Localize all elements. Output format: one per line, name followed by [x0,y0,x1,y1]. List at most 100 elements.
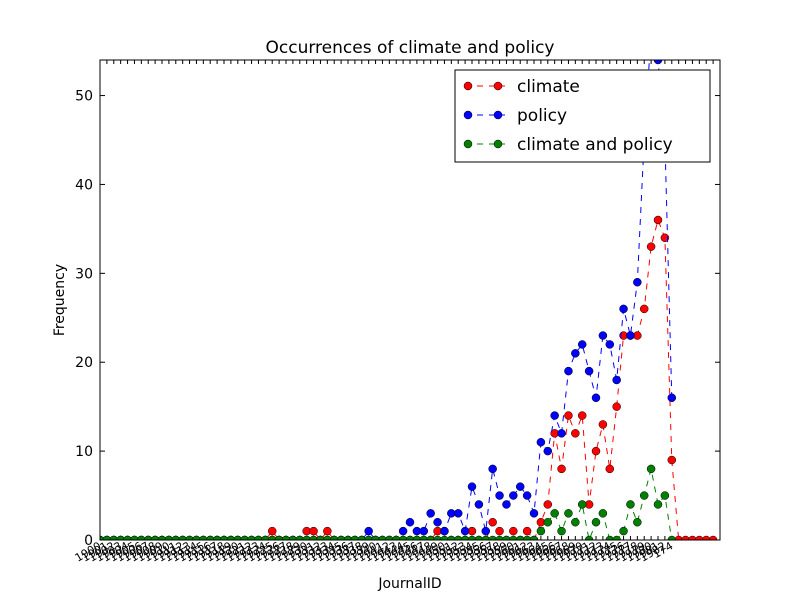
data-point [688,535,697,540]
data-point [219,535,229,540]
data-point [619,526,628,536]
data-point [371,535,380,540]
data-point [488,517,497,527]
data-point [660,233,670,243]
data-point [619,304,628,314]
data-point [171,535,181,540]
y-axis-label: Frequency [52,264,68,336]
data-point [261,535,270,540]
data-point [467,482,477,491]
data-point [474,535,484,540]
data-point [336,535,346,540]
data-point [309,526,318,536]
data-point [667,455,677,465]
data-point [309,535,318,540]
data-point [447,535,456,540]
y-tick-label: 40 [75,177,93,193]
data-point [350,535,360,540]
legend-marker [493,139,503,149]
data-point [660,491,670,500]
data-point [529,509,539,518]
data-point [633,277,642,287]
data-point [323,526,332,536]
data-point [557,526,566,536]
data-point [412,535,422,540]
data-point [626,500,635,509]
data-point [577,340,587,349]
data-point [522,535,532,540]
data-point [591,517,601,527]
data-point [267,535,277,540]
data-point [577,500,587,509]
data-point [433,535,442,540]
data-point [240,535,249,540]
data-point [646,242,656,251]
data-point [495,535,504,540]
data-point [378,535,387,540]
data-point [364,526,373,536]
data-point [192,535,201,540]
legend-marker [463,81,473,91]
data-point [612,535,621,540]
data-point [515,535,525,540]
chart-title: Occurrences of climate and policy [266,38,555,58]
data-point [577,411,587,420]
data-point [116,535,125,540]
legend-marker [493,110,503,120]
data-point [674,535,683,540]
data-point [460,535,470,540]
data-point [440,526,449,536]
data-point [364,535,373,540]
data-point [426,535,435,540]
data-point [488,464,497,474]
data-point [288,535,298,540]
data-point [605,535,615,540]
data-point [612,402,621,411]
data-point [481,526,491,536]
x-axis-label: JournalID [377,576,441,592]
data-point [474,500,484,509]
data-point [419,526,429,536]
y-tick-label: 30 [75,266,93,282]
data-point [509,526,518,536]
legend-label: climate and policy [517,135,673,155]
data-point [509,491,518,500]
data-point [495,526,504,536]
data-point [571,429,580,438]
data-point [109,535,119,540]
data-point [281,535,291,540]
data-point [653,500,663,509]
data-point [612,375,621,385]
data-point [653,215,663,225]
data-point [564,366,573,376]
data-point [605,340,615,349]
plot-frame [99,59,721,541]
series-layer [100,60,718,540]
data-point [646,464,656,474]
data-point [130,535,139,540]
data-point [708,535,718,540]
data-point [584,366,594,376]
data-point [405,535,415,540]
data-point [419,535,429,540]
data-point [667,393,677,403]
data-point [212,535,222,540]
data-point [233,535,243,540]
data-point [598,331,608,340]
data-point [598,509,608,518]
data-point [226,535,236,540]
data-point [502,500,511,509]
data-point [681,535,690,540]
data-point [405,517,415,527]
data-point [571,349,580,358]
data-point [123,535,132,540]
data-point [584,535,594,540]
data-point [557,464,566,474]
data-point [536,526,546,536]
legend: climate policy climate and policy [454,69,711,163]
data-point [426,509,435,518]
data-point [571,517,580,527]
data-point [522,491,532,500]
data-point [591,446,601,456]
data-point [639,491,649,500]
